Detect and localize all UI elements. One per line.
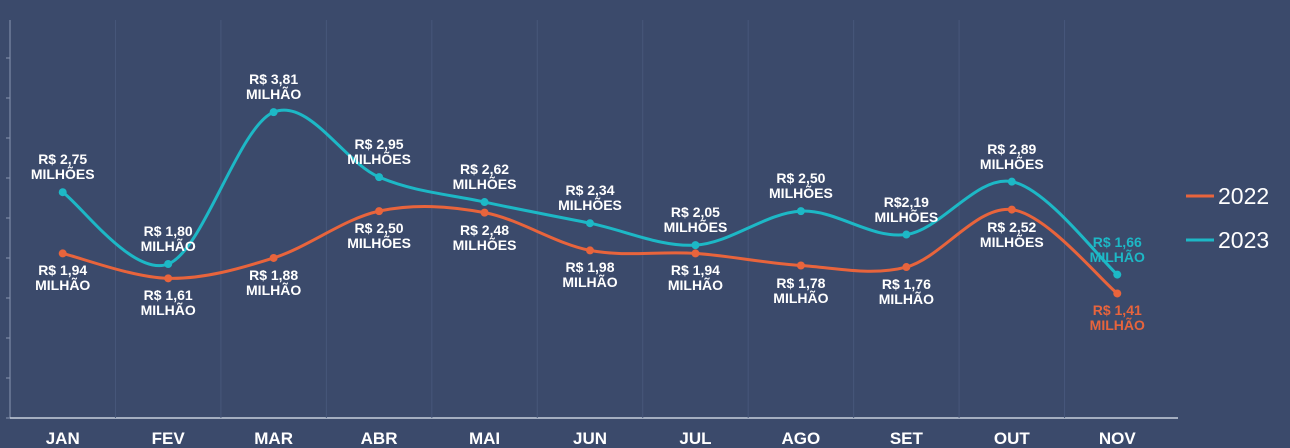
- value-label: R$ 2,89 MILHÕES: [979, 140, 1044, 172]
- legend-label: 2022: [1218, 183, 1269, 209]
- x-tick-label: ABR: [361, 429, 398, 448]
- point: [902, 263, 911, 272]
- point: [1007, 205, 1016, 214]
- point: [269, 108, 278, 117]
- x-tick-label: FEV: [152, 429, 186, 448]
- legend-label: 2023: [1218, 227, 1269, 253]
- value-label: R$ 2,50 MILHÕES: [769, 170, 833, 202]
- point: [58, 249, 67, 258]
- x-tick-label: MAI: [469, 429, 500, 448]
- point: [796, 207, 805, 216]
- series-line: [61, 108, 1119, 276]
- point: [164, 260, 173, 268]
- x-tick-label: SET: [890, 429, 924, 448]
- value-label: R$ 2,34 MILHÕES: [558, 182, 622, 214]
- value-label: R$2,19 MILHÕES: [874, 193, 939, 225]
- value-label: R$ 2,48 MILHÕES: [452, 221, 517, 253]
- point: [902, 230, 911, 239]
- value-label: R$ 3,81 MILHÃO: [246, 71, 302, 103]
- point: [375, 173, 384, 182]
- point: [164, 274, 173, 283]
- x-tick-label: JAN: [46, 429, 80, 448]
- x-tick-label: JUN: [573, 429, 607, 448]
- value-label: R$ 1,76 MILHÃO: [878, 276, 934, 308]
- point: [1007, 177, 1016, 186]
- point: [586, 246, 594, 255]
- value-label: R$ 1,88 MILHÃO: [246, 266, 302, 298]
- point: [480, 198, 489, 207]
- x-tick-label: JUL: [679, 429, 711, 448]
- value-label: R$ 1,94 MILHÃO: [35, 262, 91, 294]
- value-label: R$ 1,78 MILHÃO: [773, 274, 829, 306]
- x-tick-label: AGO: [782, 429, 821, 448]
- point: [691, 249, 700, 258]
- point: [58, 188, 67, 197]
- value-label: R$ 1,80 MILHÃO: [140, 223, 196, 254]
- point: [1113, 270, 1122, 279]
- point: [375, 207, 384, 216]
- value-label: R$ 2,75 MILHÕES: [30, 151, 95, 183]
- x-tick-label: OUT: [994, 429, 1031, 448]
- value-label: R$ 2,62 MILHÕES: [452, 161, 517, 193]
- point: [586, 219, 594, 228]
- value-label: R$ 1,41 MILHÃO: [1089, 302, 1145, 334]
- value-label: R$ 2,52 MILHÕES: [979, 218, 1044, 250]
- value-label: R$ 1,66 MILHÃO: [1089, 233, 1145, 265]
- value-label: R$ 1,61 MILHÃO: [140, 287, 196, 319]
- point: [796, 261, 805, 270]
- point: [480, 208, 489, 217]
- x-tick-label: MAR: [254, 429, 293, 448]
- value-label: R$ 2,50 MILHÕES: [347, 220, 411, 252]
- point: [1113, 289, 1122, 298]
- point: [269, 253, 278, 262]
- value-label: R$ 1,98 MILHÃO: [562, 259, 618, 291]
- point: [691, 241, 700, 250]
- value-label: R$ 2,05 MILHÕES: [663, 204, 728, 236]
- value-label: R$ 2,95 MILHÕES: [347, 136, 411, 168]
- value-label: R$ 1,94 MILHÃO: [667, 262, 724, 294]
- x-tick-label: NOV: [1099, 429, 1137, 448]
